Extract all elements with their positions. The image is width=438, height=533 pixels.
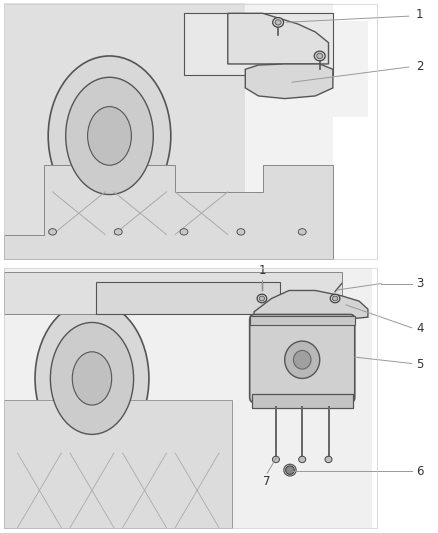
Ellipse shape: [314, 51, 325, 61]
Ellipse shape: [50, 322, 134, 434]
FancyBboxPatch shape: [252, 394, 353, 408]
Ellipse shape: [114, 229, 122, 235]
Ellipse shape: [317, 53, 323, 59]
Ellipse shape: [237, 229, 245, 235]
FancyBboxPatch shape: [184, 13, 333, 75]
Text: 6: 6: [416, 465, 424, 478]
Ellipse shape: [330, 294, 340, 303]
Ellipse shape: [257, 294, 267, 303]
Ellipse shape: [325, 456, 332, 463]
Ellipse shape: [298, 229, 306, 235]
FancyBboxPatch shape: [4, 3, 245, 259]
Ellipse shape: [48, 56, 171, 216]
Polygon shape: [4, 3, 368, 259]
Ellipse shape: [49, 229, 57, 235]
Text: 4: 4: [416, 322, 424, 335]
Polygon shape: [254, 290, 368, 321]
Ellipse shape: [272, 456, 279, 463]
Ellipse shape: [332, 296, 338, 301]
Polygon shape: [245, 64, 333, 99]
Ellipse shape: [180, 229, 188, 235]
Polygon shape: [228, 13, 328, 64]
FancyBboxPatch shape: [96, 282, 280, 314]
Ellipse shape: [272, 18, 284, 27]
Ellipse shape: [72, 352, 112, 405]
Text: 3: 3: [416, 277, 424, 289]
Text: 7: 7: [262, 475, 270, 488]
Ellipse shape: [286, 466, 294, 474]
Ellipse shape: [275, 20, 281, 25]
FancyBboxPatch shape: [4, 272, 342, 314]
Text: 2: 2: [416, 60, 424, 72]
Polygon shape: [4, 165, 333, 259]
FancyBboxPatch shape: [250, 314, 355, 402]
Ellipse shape: [88, 107, 131, 165]
Ellipse shape: [259, 296, 265, 301]
FancyBboxPatch shape: [4, 400, 232, 528]
FancyBboxPatch shape: [4, 269, 372, 528]
Ellipse shape: [293, 351, 311, 369]
Ellipse shape: [66, 77, 153, 195]
Text: 5: 5: [416, 358, 424, 370]
Text: 1: 1: [416, 9, 424, 21]
Ellipse shape: [299, 456, 306, 463]
Ellipse shape: [285, 341, 320, 378]
Text: 1: 1: [258, 264, 266, 277]
FancyBboxPatch shape: [250, 316, 355, 325]
Ellipse shape: [35, 301, 149, 456]
